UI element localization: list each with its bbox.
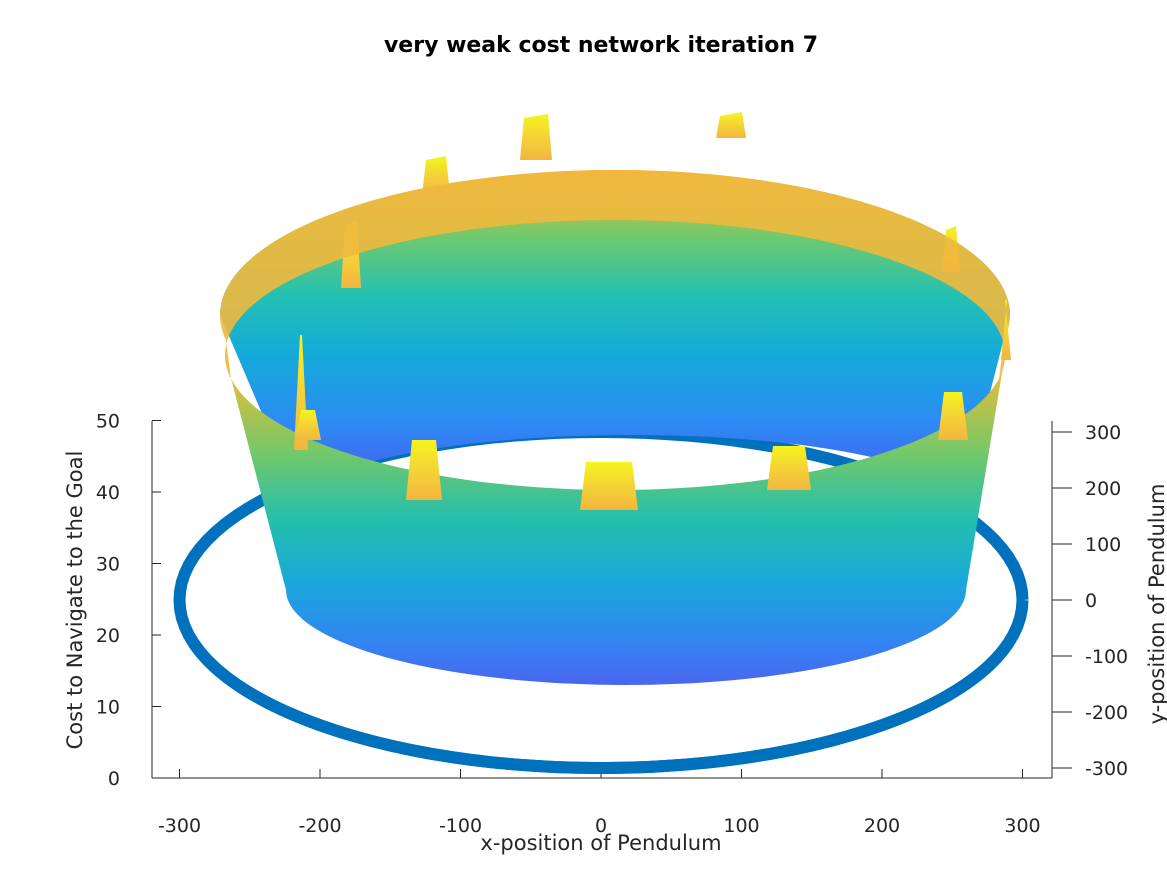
y-tick-label: -100 (1085, 646, 1128, 668)
y-tick-label: 100 (1085, 534, 1121, 556)
y-tick-label: -300 (1085, 758, 1128, 780)
cost-spike (520, 114, 552, 160)
z-tick-label: 0 (108, 768, 120, 790)
y-axis-label: y-position of Pendulum (1145, 484, 1167, 725)
x-axis-label: x-position of Pendulum (480, 831, 721, 855)
z-axis-label: Cost to Navigate to the Goal (63, 451, 87, 750)
x-tick-label: 200 (864, 815, 900, 837)
ring-front-layer (188, 640, 1014, 774)
cost-spike (767, 446, 811, 490)
x-tick-label: -300 (158, 815, 201, 837)
cost-spike (938, 392, 968, 440)
y-tick-label: 200 (1085, 478, 1121, 500)
z-tick-label: 10 (96, 697, 120, 719)
z-tick-label: 20 (96, 625, 120, 647)
chart-title: very weak cost network iteration 7 (384, 33, 818, 58)
cost-spike (295, 410, 321, 440)
x-tick-label: 300 (1004, 815, 1040, 837)
x-tick-label: -100 (439, 815, 482, 837)
x-tick-label: 100 (723, 815, 759, 837)
surface-rim (220, 170, 1010, 379)
cost-spike (580, 462, 638, 510)
cost-spike (716, 112, 746, 138)
surface-layer (220, 112, 1011, 685)
y-tick-label: 0 (1085, 590, 1097, 612)
cost-spike (1001, 300, 1011, 360)
surface-inner-wall (220, 170, 1010, 505)
y-tick-label: 300 (1085, 422, 1121, 444)
z-tick-label: 40 (96, 482, 120, 504)
surface-outer-wall (225, 355, 1005, 685)
axes-layer: -300 -200 -100 0 100 200 300 0 10 20 30 40 50 -300 -20… (96, 411, 1128, 838)
cost-ring-front (188, 640, 1014, 774)
cost-spike (406, 440, 442, 500)
z-tick-label: 50 (96, 411, 120, 433)
x-tick-label: -200 (298, 815, 341, 837)
y-tick-label: -200 (1085, 702, 1128, 724)
z-tick-label: 30 (96, 554, 120, 576)
x-tick-label: 0 (595, 815, 607, 837)
